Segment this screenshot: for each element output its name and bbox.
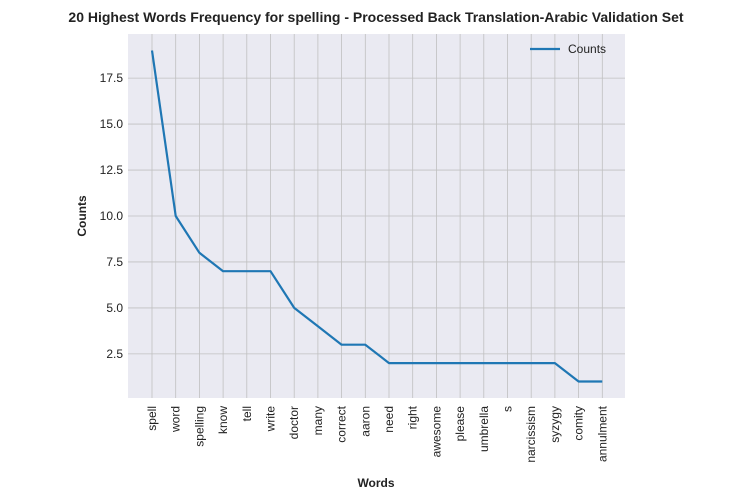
y-tick-label: 7.5 xyxy=(106,255,123,269)
x-tick-label: correct xyxy=(335,405,349,442)
x-tick-label: awesome xyxy=(429,406,443,458)
x-tick-label: spell xyxy=(145,406,159,431)
x-tick-label: spelling xyxy=(192,406,206,447)
x-tick-label: tell xyxy=(240,406,254,421)
x-tick-label: aaron xyxy=(358,406,372,437)
x-tick-label: comity xyxy=(572,406,586,441)
x-tick-label: know xyxy=(216,406,230,434)
legend-label: Counts xyxy=(568,42,606,56)
series-line-counts xyxy=(150,50,603,383)
x-tick-label: write xyxy=(264,406,278,433)
x-tick-label: annulment xyxy=(595,405,609,462)
x-tick-label: syzygy xyxy=(548,406,562,443)
chart-title: 20 Highest Words Frequency for spelling … xyxy=(68,9,683,25)
y-axis-label: Counts xyxy=(75,195,89,237)
legend: Counts xyxy=(530,42,606,56)
x-tick-label: need xyxy=(382,406,396,433)
y-tick-label: 15.0 xyxy=(100,117,124,131)
x-tick-label: doctor xyxy=(287,406,301,439)
y-tick-label: 2.5 xyxy=(106,347,123,361)
grid-lines xyxy=(128,34,625,398)
x-tick-label: narcissism xyxy=(524,406,538,463)
x-tick-label: right xyxy=(406,405,420,429)
tick-labels: spell word spelling know tell write doctor many… xyxy=(100,71,610,463)
x-axis-label: Words xyxy=(357,476,394,490)
y-tick-label: 17.5 xyxy=(100,71,124,85)
x-tick-label: many xyxy=(311,406,325,435)
y-tick-label: 10.0 xyxy=(100,209,124,223)
y-tick-label: 12.5 xyxy=(100,163,124,177)
x-tick-label: word xyxy=(169,406,183,433)
x-tick-label: umbrella xyxy=(477,406,491,452)
x-tick-label: s xyxy=(501,406,515,412)
x-tick-label: please xyxy=(453,406,467,442)
y-tick-label: 5.0 xyxy=(106,301,123,315)
